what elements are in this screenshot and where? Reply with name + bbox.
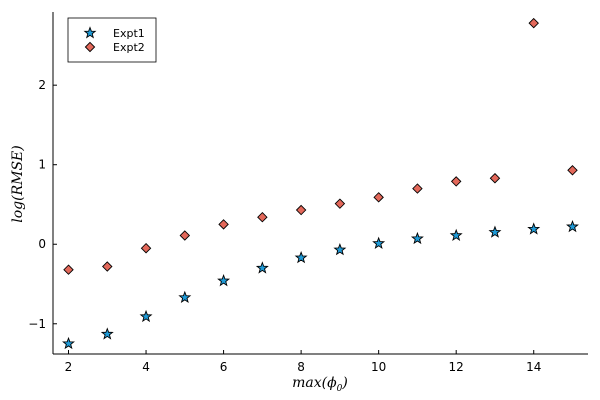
data-point (412, 183, 423, 194)
data-point (567, 165, 578, 176)
data-point (489, 172, 501, 184)
x-tick-label: 6 (220, 360, 228, 374)
data-point (449, 228, 463, 241)
series-2 (63, 17, 578, 275)
y-axis-label: log(RMSE) (10, 145, 26, 222)
data-point (294, 250, 308, 264)
data-point (528, 17, 539, 29)
legend-box (67, 17, 157, 63)
axes (52, 12, 588, 355)
data-point (178, 290, 192, 304)
data-point (63, 264, 74, 275)
data-point (333, 243, 347, 256)
legend-label-1: Expt1 (113, 27, 145, 40)
data-point (179, 230, 191, 241)
data-point (334, 198, 346, 209)
y-tick-label: −1 (28, 317, 46, 331)
data-point (217, 274, 231, 287)
legend-label-2: Expt2 (113, 41, 145, 54)
y-tick-label: 2 (38, 78, 46, 92)
x-tick-label: 4 (142, 360, 150, 374)
data-point (450, 176, 462, 187)
data-point (140, 242, 152, 254)
data-point (102, 261, 113, 272)
data-point (372, 236, 386, 249)
y-tick-label: 1 (38, 158, 46, 172)
data-point (373, 192, 384, 203)
data-point (100, 327, 114, 340)
data-point (139, 309, 153, 323)
legend-marker-1 (83, 26, 97, 39)
data-points (62, 17, 579, 350)
x-tick-label: 2 (65, 360, 73, 374)
data-point (62, 336, 75, 350)
data-point (527, 222, 541, 235)
x-tick-label: 8 (297, 360, 305, 374)
data-point (255, 261, 269, 274)
data-point (410, 231, 424, 245)
x-tick-label: 10 (371, 360, 386, 374)
data-point (295, 204, 307, 216)
series-1 (62, 219, 579, 350)
legend-marker-2 (84, 41, 96, 53)
data-point (257, 211, 268, 223)
x-tick-label: 12 (449, 360, 464, 374)
data-point (218, 219, 229, 230)
x-axis-label: max(ϕ0) (292, 375, 348, 394)
tick-marks (53, 84, 535, 354)
data-point (488, 225, 502, 238)
y-tick-label: 0 (38, 237, 46, 251)
x-tick-label: 14 (526, 360, 541, 374)
data-point (566, 219, 579, 233)
